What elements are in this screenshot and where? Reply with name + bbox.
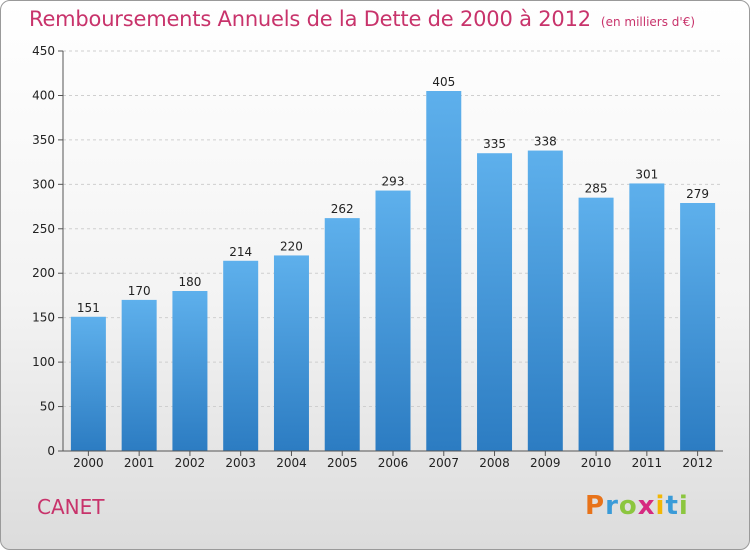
x-tick-label: 2006	[378, 456, 409, 470]
value-label: 214	[229, 245, 252, 259]
x-tick-label: 2000	[73, 456, 104, 470]
logo-letter: i	[655, 491, 666, 521]
y-tick-label: 150	[32, 311, 55, 325]
x-tick-label: 2009	[530, 456, 561, 470]
bar-2005[interactable]	[324, 218, 360, 451]
x-tick-label: 2007	[428, 456, 459, 470]
logo-letter: P	[585, 491, 606, 521]
x-tick-label: 2002	[175, 456, 206, 470]
y-tick-label: 250	[32, 222, 55, 236]
y-tick-label: 50	[40, 400, 55, 414]
bar-2003[interactable]	[223, 260, 259, 451]
x-tick-label: 2010	[581, 456, 612, 470]
chart-title: Remboursements Annuels de la Dette de 20…	[29, 7, 695, 31]
value-label: 293	[382, 175, 405, 189]
unit-label: (en milliers d'€)	[600, 15, 696, 29]
bar-2010[interactable]	[578, 197, 614, 451]
value-label: 151	[77, 301, 100, 315]
y-tick-label: 400	[32, 88, 55, 102]
bar-2001[interactable]	[121, 299, 157, 451]
x-tick-labels: 2000 2001 2002 2003 2004 2005 2006 2007 2008 2009…	[73, 451, 713, 470]
value-label: 338	[534, 135, 557, 149]
y-tick-label: 450	[32, 44, 55, 58]
bar-2000[interactable]	[70, 316, 106, 451]
x-tick-label: 2008	[479, 456, 510, 470]
y-tick-label: 100	[32, 355, 55, 369]
bar-2011[interactable]	[629, 183, 665, 451]
city-name: CANET	[37, 495, 105, 519]
logo-letter: x	[637, 491, 656, 521]
bar-2009[interactable]	[527, 150, 563, 452]
value-label: 335	[483, 137, 506, 151]
bar-2008[interactable]	[477, 153, 513, 451]
y-tick-label: 200	[32, 266, 55, 280]
y-tick-label: 350	[32, 133, 55, 147]
value-label: 279	[686, 187, 709, 201]
value-label: 405	[432, 75, 455, 89]
value-label: 170	[128, 284, 151, 298]
logo-letter: r	[605, 491, 619, 521]
logo-letter: t	[665, 491, 679, 521]
bars	[70, 91, 716, 452]
value-labels: 151 170 180 214 220 262 293 405 335 338 285 301 279	[77, 75, 709, 315]
bar-2002[interactable]	[172, 291, 208, 451]
bar-2007[interactable]	[426, 91, 462, 451]
bar-2012[interactable]	[680, 203, 716, 451]
logo-letter: i	[678, 491, 689, 521]
value-label: 180	[178, 275, 201, 289]
x-tick-label: 2011	[632, 456, 663, 470]
x-tick-label: 2003	[225, 456, 256, 470]
x-tick-label: 2001	[124, 456, 155, 470]
value-label: 285	[585, 182, 608, 196]
proxiti-logo[interactable]: Proxiti	[585, 491, 689, 521]
value-label: 301	[635, 167, 658, 181]
y-tick-labels: 0 50 100 150 200 250 300 350 400 450	[32, 44, 63, 458]
value-label: 220	[280, 239, 303, 253]
chart-title-text: Remboursements Annuels de la Dette de 20…	[29, 7, 591, 31]
value-label: 262	[331, 202, 354, 216]
x-tick-label: 2012	[682, 456, 713, 470]
x-tick-label: 2005	[327, 456, 358, 470]
x-tick-label: 2004	[276, 456, 307, 470]
y-tick-label: 0	[47, 444, 55, 458]
y-tick-label: 300	[32, 177, 55, 191]
logo-letter: o	[618, 491, 638, 521]
bar-2004[interactable]	[273, 255, 309, 451]
bar-2006[interactable]	[375, 190, 411, 452]
